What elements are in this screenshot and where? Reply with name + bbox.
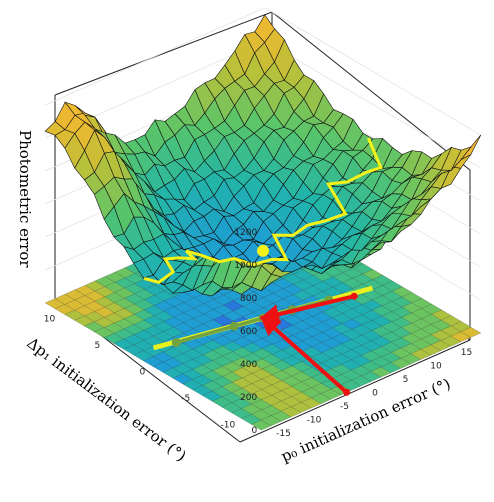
valley-min-line [143, 137, 383, 285]
surface-minimum-marker [257, 244, 269, 257]
x-tick-label: 10 [44, 315, 56, 325]
y-tick-label: 10 [430, 362, 442, 372]
floor-cell [460, 327, 482, 338]
gridline-z-6 [45, 7, 481, 136]
x-tick-labels: 10 5 0 -5 -10 [44, 315, 236, 431]
opt-path-point [171, 337, 181, 347]
y-tick-label: 15 [461, 348, 472, 358]
init-start-point [343, 388, 351, 396]
z-tick-label: 1200 [234, 228, 257, 238]
x-tick-label: 0 [139, 368, 145, 378]
surface-facet [254, 14, 275, 43]
y-tick-label: -15 [276, 429, 291, 439]
x-tick-label: 5 [94, 341, 100, 351]
z-tick-label: 600 [240, 327, 257, 337]
z-tick-label: 400 [240, 360, 257, 370]
y-tick-label: 5 [403, 375, 409, 385]
x-tick-label: -5 [181, 394, 190, 404]
z-tick-label: 200 [240, 393, 257, 403]
error-surface [44, 14, 482, 297]
z-tick-label: 800 [240, 294, 257, 304]
opt-path-point [229, 321, 239, 331]
init-arrow [259, 294, 355, 325]
init-arrow [260, 315, 348, 394]
y-tick-label: -10 [307, 416, 322, 426]
y-tick-label: 0 [372, 389, 378, 399]
y-tick-label: -5 [340, 402, 349, 412]
x-tick-label: -10 [220, 421, 235, 431]
z-tick-labels: 0 200 400 600 800 1000 1200 [234, 228, 257, 436]
z-tick-label: 0 [251, 426, 257, 436]
z-tick-label: 1000 [234, 261, 257, 271]
init-start-point [350, 292, 358, 300]
initialization-arrows [259, 292, 358, 396]
z-axis-label: Photometric error [16, 130, 34, 268]
y-tick-labels: -15 -10 -5 0 5 10 15 [276, 348, 472, 439]
